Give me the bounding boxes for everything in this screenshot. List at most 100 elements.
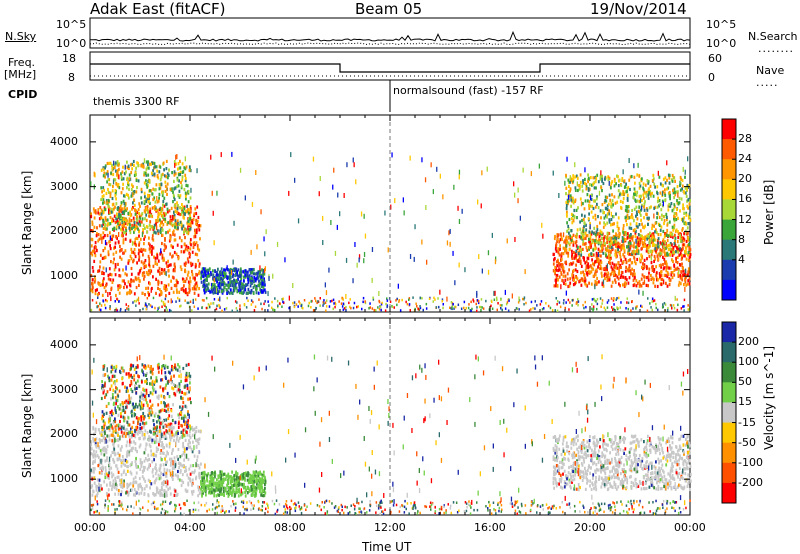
- range-cell: [160, 444, 163, 448]
- range-cell: [174, 473, 177, 477]
- range-cell: [635, 222, 638, 226]
- range-cell: [239, 167, 242, 173]
- range-cell: [149, 189, 151, 193]
- range-cell: [688, 202, 691, 206]
- range-cell: [673, 268, 676, 272]
- range-cell: [158, 439, 161, 443]
- range-cell: [144, 217, 146, 221]
- range-cell: [119, 274, 122, 278]
- range-cell: [655, 271, 658, 275]
- range-cell: [149, 436, 152, 440]
- range-cell: [102, 226, 105, 230]
- range-cell: [155, 454, 158, 458]
- range-cell: [545, 302, 547, 305]
- range-cell: [96, 485, 99, 489]
- range-cell: [604, 308, 607, 312]
- range-cell: [100, 304, 103, 307]
- range-cell: [290, 152, 292, 158]
- range-cell: [610, 272, 613, 276]
- range-cell: [185, 197, 187, 201]
- range-cell: [672, 188, 674, 192]
- range-cell: [159, 186, 162, 190]
- range-cell: [585, 187, 588, 191]
- range-cell: [130, 194, 133, 198]
- range-cell: [645, 192, 647, 198]
- range-cell: [609, 237, 612, 241]
- range-cell: [95, 450, 98, 454]
- range-cell: [639, 198, 642, 204]
- range-cell: [233, 280, 236, 284]
- range-cell: [669, 204, 672, 208]
- range-cell: [199, 430, 202, 434]
- range-cell: [177, 255, 180, 259]
- range-cell: [105, 284, 107, 288]
- range-cell: [682, 206, 684, 211]
- range-cell: [177, 162, 180, 166]
- range-cell: [197, 494, 199, 498]
- range-cell: [642, 186, 644, 190]
- range-cell: [297, 218, 300, 224]
- range-cell: [91, 282, 93, 286]
- range-cell: [133, 480, 135, 485]
- range-cell: [680, 177, 683, 181]
- range-cell: [154, 472, 157, 476]
- range-cell: [576, 301, 578, 304]
- range-cell: [568, 231, 570, 235]
- range-cell: [257, 283, 260, 287]
- range-cell: [656, 216, 658, 220]
- range-cell: [674, 239, 676, 243]
- range-cell: [141, 475, 144, 479]
- range-cell: [156, 225, 158, 231]
- range-cell: [174, 223, 177, 227]
- range-cell: [563, 270, 566, 274]
- range-cell: [585, 305, 587, 309]
- range-cell: [117, 423, 120, 427]
- range-cell: [672, 246, 675, 250]
- range-cell: [119, 255, 121, 259]
- range-cell: [499, 304, 502, 307]
- range-cell: [667, 234, 670, 238]
- range-cell: [172, 193, 175, 197]
- range-cell: [115, 423, 118, 428]
- range-cell: [147, 210, 149, 214]
- range-cell: [511, 293, 513, 299]
- range-cell: [628, 216, 630, 220]
- range-cell: [605, 275, 608, 279]
- range-cell: [149, 243, 151, 247]
- range-cell: [227, 275, 229, 279]
- range-cell: [136, 450, 138, 454]
- range-cell: [668, 191, 671, 195]
- range-cell: [180, 184, 183, 188]
- range-cell: [116, 215, 119, 219]
- range-cell: [660, 251, 662, 256]
- range-cell: [601, 274, 603, 278]
- range-cell: [102, 231, 105, 235]
- range-cell: [115, 366, 118, 370]
- range-cell: [176, 219, 179, 223]
- range-cell: [188, 165, 191, 169]
- range-cell: [97, 208, 100, 212]
- range-cell: [263, 288, 266, 292]
- range-cell: [570, 212, 573, 216]
- range-cell: [661, 213, 663, 217]
- range-cell: [246, 275, 249, 279]
- range-cell: [307, 304, 310, 308]
- range-cell: [164, 480, 167, 484]
- range-cell: [101, 468, 104, 472]
- range-cell: [634, 190, 637, 194]
- range-cell: [679, 182, 682, 186]
- range-cell: [203, 288, 205, 292]
- range-cell: [134, 493, 137, 497]
- range-cell: [665, 231, 668, 236]
- range-cell: [165, 294, 167, 298]
- range-cell: [118, 186, 121, 190]
- range-cell: [622, 239, 624, 243]
- range-cell: [642, 290, 644, 296]
- range-cell: [116, 467, 119, 471]
- range-cell: [163, 204, 166, 208]
- range-cell: [651, 268, 654, 272]
- range-cell: [272, 308, 274, 311]
- range-cell: [652, 238, 655, 242]
- range-cell: [570, 240, 573, 244]
- range-cell: [184, 167, 187, 171]
